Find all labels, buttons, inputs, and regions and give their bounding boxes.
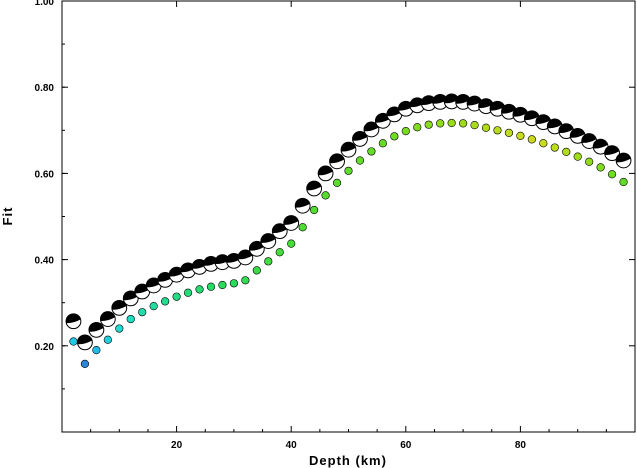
small-circle-point xyxy=(149,302,158,311)
beachball-point xyxy=(260,233,277,249)
beachball-point xyxy=(88,321,105,338)
beachball-point xyxy=(374,112,391,129)
beachball-point xyxy=(65,313,82,330)
small-circle-point xyxy=(229,279,238,288)
small-circle-point xyxy=(607,170,617,179)
small-circle-point xyxy=(355,156,365,165)
beachball-point xyxy=(386,106,403,123)
small-circle-point xyxy=(459,119,468,128)
beachball-point xyxy=(122,290,139,307)
small-circle-point xyxy=(206,282,216,291)
small-circle-point xyxy=(126,314,135,324)
beachball-point xyxy=(294,197,311,214)
beachball-point xyxy=(604,145,620,162)
small-circle-point xyxy=(401,127,410,136)
y-tick-label: 0.20 xyxy=(35,342,55,353)
beachball-point xyxy=(226,252,242,269)
beachball-point xyxy=(592,138,609,155)
small-circle-point xyxy=(470,121,479,130)
small-circle-point xyxy=(367,147,376,156)
small-circle-point xyxy=(332,178,342,187)
beachball-point xyxy=(455,93,472,110)
beachball-point xyxy=(340,141,357,158)
small-circle-point xyxy=(527,135,536,144)
small-circle-point xyxy=(390,132,399,141)
beachball-point xyxy=(203,256,219,272)
small-circle-point xyxy=(424,120,433,129)
small-circle-point xyxy=(344,166,353,175)
beachball-point xyxy=(615,152,632,169)
y-tick-label: 0.60 xyxy=(35,169,55,180)
y-axis-label: Fit xyxy=(0,207,15,226)
small-circle-point xyxy=(252,266,261,275)
beachball-point xyxy=(237,249,254,266)
small-circle-point xyxy=(275,248,284,257)
beachball-point xyxy=(111,299,128,316)
small-circle-point xyxy=(241,276,250,285)
small-circle-point xyxy=(413,123,422,132)
small-circle-point xyxy=(321,191,330,200)
x-axis-ticks: 20 40 60 80 xyxy=(90,1,607,451)
y-tick-label: 1.00 xyxy=(35,0,55,8)
small-circle-point xyxy=(92,346,101,355)
x-axis-label: Depth (km) xyxy=(309,453,387,468)
small-circle-point xyxy=(115,324,124,333)
beachball-point xyxy=(99,311,116,327)
small-circle-point xyxy=(310,205,319,215)
beachball-point xyxy=(363,121,380,138)
small-circle-point xyxy=(436,119,445,128)
small-circle-point xyxy=(481,123,491,132)
beachball-point xyxy=(283,215,300,231)
small-circle-point xyxy=(619,177,628,187)
beachball-point xyxy=(409,97,426,114)
small-circle-point xyxy=(183,288,193,297)
x-tick-label: 80 xyxy=(515,440,527,451)
small-circle-point xyxy=(516,131,525,141)
small-circle-point xyxy=(80,359,90,369)
small-circle-point xyxy=(378,139,387,148)
small-circle-point xyxy=(172,292,181,301)
small-circle-point xyxy=(550,143,559,152)
beachball-point xyxy=(352,131,368,147)
beachball-point xyxy=(329,153,345,170)
beachball-point xyxy=(420,95,437,112)
y-axis-ticks: 0.20 0.40 0.60 0.80 1.00 xyxy=(35,0,635,390)
small-circle-point xyxy=(69,337,78,346)
beachball-point xyxy=(77,334,93,351)
plot-frame xyxy=(61,0,636,433)
small-circle-point xyxy=(539,139,548,148)
beachball-point xyxy=(306,180,323,197)
beachball-series xyxy=(65,93,632,351)
beachball-point xyxy=(248,240,265,257)
small-circle-point xyxy=(298,223,307,232)
x-tick-label: 40 xyxy=(286,440,298,451)
beachball-point xyxy=(317,165,334,182)
beachball-point xyxy=(271,223,288,240)
beachball-point xyxy=(432,93,449,110)
small-circle-point xyxy=(264,257,273,266)
small-circle-point xyxy=(493,126,502,135)
small-circle-point xyxy=(138,308,147,317)
small-circle-point xyxy=(161,297,170,306)
small-circle-point xyxy=(287,239,296,248)
x-tick-label: 60 xyxy=(400,440,412,451)
small-circle-point xyxy=(596,163,605,172)
small-circle-point xyxy=(504,128,514,137)
beachball-point xyxy=(581,133,598,149)
small-circle-point xyxy=(195,285,204,294)
small-circle-point xyxy=(103,335,112,344)
small-circle-point xyxy=(447,118,456,128)
x-tick-label: 20 xyxy=(171,440,183,451)
small-circle-point xyxy=(573,152,582,161)
small-circle-point xyxy=(562,147,571,156)
small-circle-point xyxy=(218,280,227,290)
small-circle-point xyxy=(585,157,594,166)
y-tick-label: 0.40 xyxy=(35,256,55,267)
small-circle-series xyxy=(69,118,628,369)
y-tick-label: 0.80 xyxy=(35,83,55,94)
